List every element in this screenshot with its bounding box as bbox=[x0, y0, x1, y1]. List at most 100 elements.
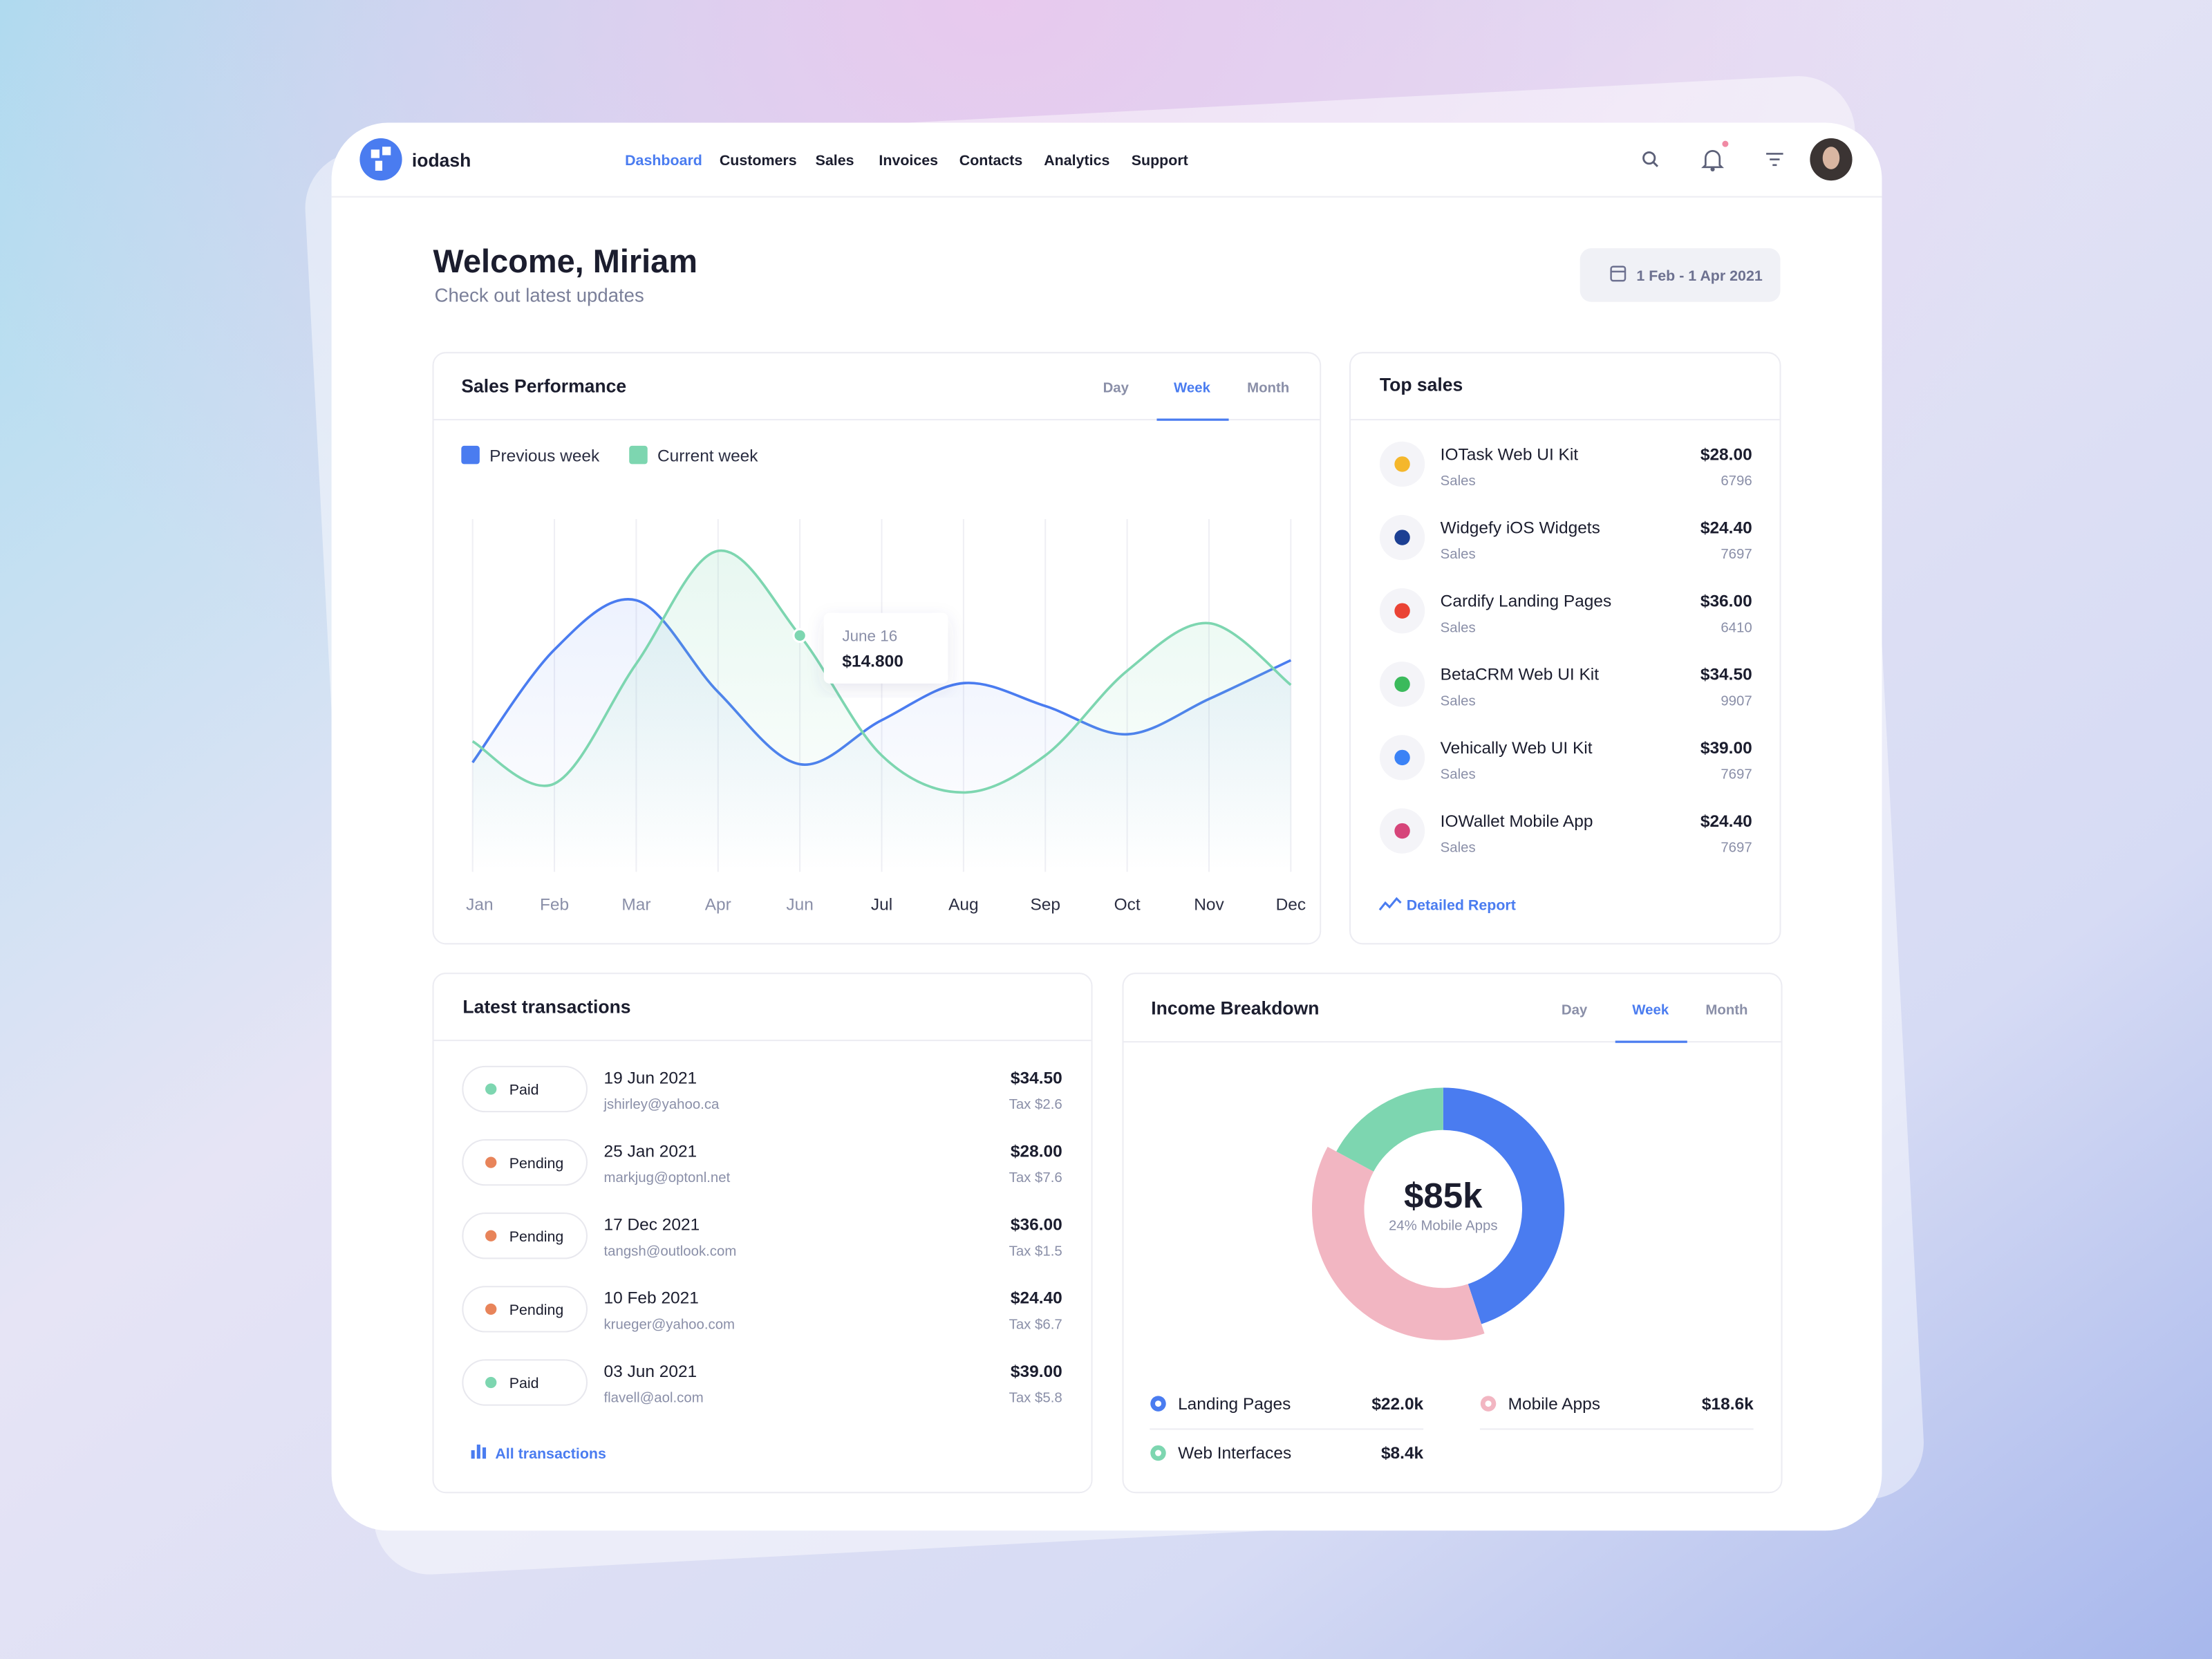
x-tick-label: Mar bbox=[621, 895, 650, 914]
product-name[interactable]: BetaCRM Web UI Kit bbox=[1441, 666, 1600, 684]
date-range-button[interactable]: 1 Feb - 1 Apr 2021 bbox=[1580, 248, 1781, 302]
legend-value: $22.0k bbox=[1371, 1395, 1423, 1414]
product-name[interactable]: Vehically Web UI Kit bbox=[1441, 739, 1593, 758]
brand: iodash bbox=[412, 150, 471, 171]
status-dot bbox=[485, 1376, 497, 1389]
legend-dot-center bbox=[1155, 1450, 1161, 1456]
tab[interactable]: Week bbox=[1632, 1002, 1669, 1018]
transaction-tax: Tax $7.6 bbox=[1009, 1170, 1062, 1185]
product-count: 9907 bbox=[1721, 693, 1752, 709]
legend-value: $18.6k bbox=[1702, 1395, 1754, 1414]
product-price: $39.00 bbox=[1700, 739, 1752, 758]
transaction-tax: Tax $1.5 bbox=[1009, 1244, 1062, 1259]
transaction-amount: $34.50 bbox=[1011, 1069, 1062, 1087]
all-transactions-link[interactable]: All transactions bbox=[495, 1445, 606, 1462]
transaction-tax: Tax $2.6 bbox=[1009, 1097, 1062, 1112]
legend-dot-center bbox=[1155, 1400, 1161, 1407]
product-price: $36.00 bbox=[1700, 592, 1752, 611]
transaction-amount: $39.00 bbox=[1011, 1362, 1062, 1381]
tooltip bbox=[823, 612, 948, 684]
nav: Dashboard Customers Sales Invoices Contacts A… bbox=[625, 152, 1188, 169]
donut-segment bbox=[1336, 1087, 1443, 1172]
donut-center-value: $85k bbox=[1404, 1176, 1483, 1215]
product-count: 6796 bbox=[1721, 474, 1752, 489]
status: Paid bbox=[509, 1375, 539, 1391]
top-sales-panel bbox=[1349, 352, 1781, 945]
panel-title: Top sales bbox=[1380, 374, 1463, 395]
product-count: 7697 bbox=[1721, 767, 1752, 782]
legend-swatch bbox=[629, 445, 648, 465]
status: Pending bbox=[509, 1155, 564, 1172]
x-tick-label: Aug bbox=[948, 895, 979, 914]
transaction-date: 17 Dec 2021 bbox=[603, 1216, 700, 1235]
status: Pending bbox=[509, 1228, 564, 1245]
nav-item[interactable]: Dashboard bbox=[625, 152, 702, 169]
x-tick-label: Feb bbox=[540, 895, 569, 914]
product-name[interactable]: Cardify Landing Pages bbox=[1441, 592, 1612, 611]
nav-item[interactable]: Contacts bbox=[959, 152, 1023, 169]
tab[interactable]: Month bbox=[1247, 380, 1289, 395]
report-icon bbox=[1378, 897, 1402, 911]
product-price: $34.50 bbox=[1700, 666, 1752, 684]
legend-label: Mobile Apps bbox=[1508, 1395, 1600, 1414]
product-icon bbox=[1394, 603, 1410, 619]
transactions-icon bbox=[482, 1447, 487, 1459]
x-tick-label: Sep bbox=[1030, 895, 1060, 914]
product-icon bbox=[1394, 749, 1410, 766]
transaction-tax: Tax $6.7 bbox=[1009, 1317, 1062, 1332]
product-name[interactable]: IOWallet Mobile App bbox=[1441, 812, 1593, 831]
logo bbox=[359, 138, 402, 181]
tooltip-value: $14.800 bbox=[842, 652, 903, 671]
tooltip-date: June 16 bbox=[842, 628, 897, 645]
donut-segment bbox=[1311, 1147, 1485, 1340]
tab[interactable]: Week bbox=[1174, 380, 1211, 395]
transaction-email: tangsh@outlook.com bbox=[603, 1244, 736, 1259]
x-tick-label: Oct bbox=[1114, 895, 1141, 914]
nav-item[interactable]: Invoices bbox=[879, 152, 938, 169]
product-label: Sales bbox=[1441, 474, 1476, 489]
tab[interactable]: Day bbox=[1562, 1002, 1588, 1018]
filter-icon[interactable] bbox=[1766, 153, 1783, 167]
product-name[interactable]: IOTask Web UI Kit bbox=[1441, 445, 1579, 464]
status-dot bbox=[485, 1083, 497, 1095]
legend-dot-center bbox=[1485, 1400, 1492, 1407]
status-dot bbox=[485, 1156, 497, 1168]
product-price: $28.00 bbox=[1700, 445, 1752, 464]
nav-item[interactable]: Support bbox=[1132, 152, 1188, 169]
legend-swatch bbox=[461, 445, 480, 465]
legend-value: $8.4k bbox=[1381, 1444, 1424, 1463]
transaction-amount: $36.00 bbox=[1011, 1216, 1062, 1235]
transaction-email: markjug@optonl.net bbox=[603, 1170, 730, 1185]
nav-item[interactable]: Customers bbox=[720, 152, 797, 169]
logo-glyph bbox=[371, 147, 391, 171]
transaction-email: flavell@aol.com bbox=[603, 1391, 703, 1406]
notification-icon[interactable] bbox=[1701, 140, 1729, 171]
x-tick-label: Dec bbox=[1276, 895, 1306, 914]
status-dot bbox=[485, 1230, 497, 1241]
legend-label: Current week bbox=[657, 447, 758, 465]
status-pill bbox=[462, 1212, 588, 1259]
detailed-report-link[interactable]: Detailed Report bbox=[1407, 897, 1516, 913]
tab[interactable]: Month bbox=[1705, 1002, 1747, 1018]
nav-item[interactable]: Analytics bbox=[1044, 152, 1109, 169]
search-icon[interactable] bbox=[1642, 151, 1658, 167]
transactions-icon bbox=[476, 1444, 480, 1459]
transactions-panel bbox=[432, 973, 1093, 1494]
panel-title: Latest transactions bbox=[462, 996, 630, 1017]
income-panel bbox=[1122, 973, 1783, 1494]
product-price: $24.40 bbox=[1700, 518, 1752, 537]
nav-item[interactable]: Sales bbox=[816, 152, 854, 169]
status-pill bbox=[462, 1065, 588, 1113]
product-icon bbox=[1394, 823, 1410, 839]
x-tick-label: Jun bbox=[786, 895, 813, 914]
series-area bbox=[472, 550, 1291, 872]
x-tick-label: Jul bbox=[871, 895, 892, 914]
tab[interactable]: Day bbox=[1103, 380, 1130, 395]
transaction-email: krueger@yahoo.com bbox=[603, 1317, 735, 1332]
product-label: Sales bbox=[1441, 620, 1476, 635]
status: Pending bbox=[509, 1302, 564, 1318]
product-label: Sales bbox=[1441, 547, 1476, 562]
legend-label: Web Interfaces bbox=[1178, 1444, 1291, 1463]
product-price: $24.40 bbox=[1700, 812, 1752, 831]
product-name[interactable]: Widgefy iOS Widgets bbox=[1441, 518, 1600, 537]
